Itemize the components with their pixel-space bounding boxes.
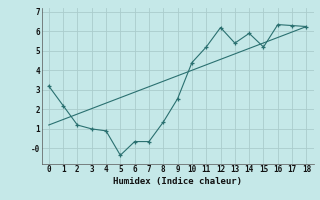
X-axis label: Humidex (Indice chaleur): Humidex (Indice chaleur) — [113, 177, 242, 186]
